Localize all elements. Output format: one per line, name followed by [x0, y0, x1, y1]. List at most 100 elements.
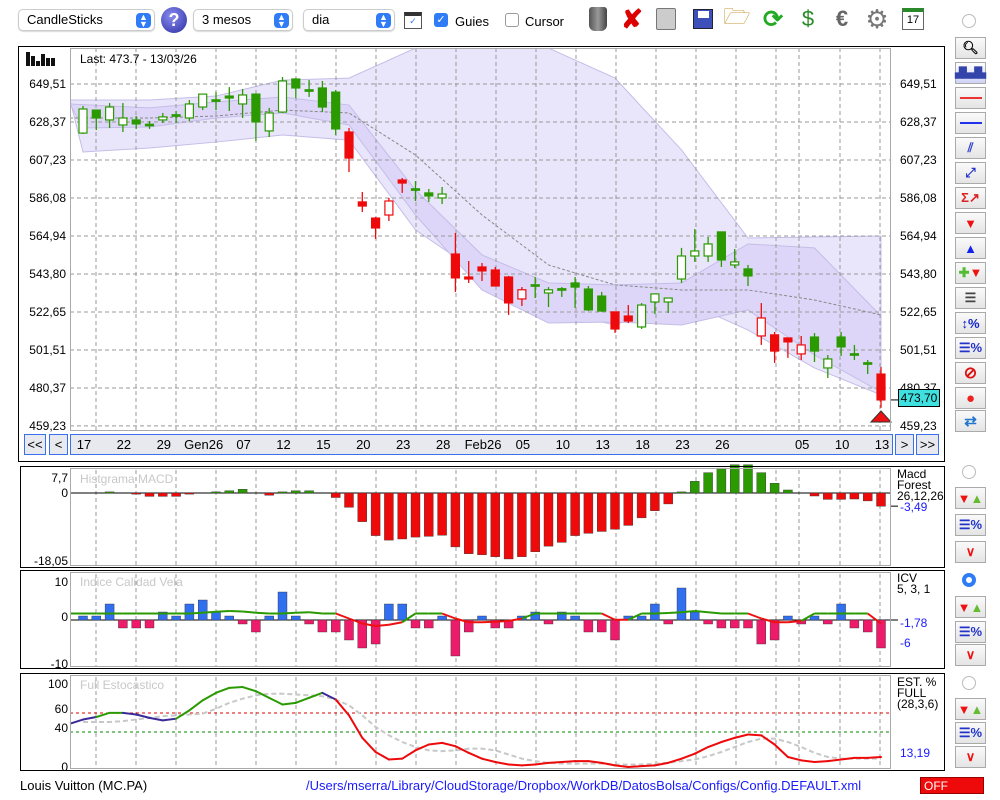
range-percent-button[interactable]: ↕% [955, 312, 986, 334]
icv-signal-segment [654, 612, 669, 615]
config-path-link[interactable]: /Users/mserra/Library/CloudStorage/Dropb… [306, 778, 862, 793]
price-plot-area[interactable] [70, 48, 891, 431]
macd-panel-radio[interactable] [962, 465, 976, 479]
lines-percent-icon: ☰% [958, 725, 983, 740]
delete-icon[interactable]: ✘ [621, 3, 643, 34]
nav-prev-button[interactable]: < [49, 434, 68, 455]
live-status-off[interactable]: OFF [920, 777, 984, 794]
chart-window-icon[interactable]: ✓ [404, 12, 422, 29]
icv-plot-area[interactable] [70, 572, 891, 667]
record-button[interactable]: ● [955, 387, 986, 409]
stoch-k-segment [680, 752, 696, 760]
icv-panel-radio[interactable] [962, 573, 976, 587]
stoch-k-segment [427, 741, 444, 746]
icv-curve-button[interactable]: ∨ [955, 644, 986, 666]
stoch-panel-radio[interactable] [962, 676, 976, 690]
sigma-trend-icon: Σ↗ [961, 190, 980, 205]
stoch-axis-60: 60 [54, 702, 68, 716]
overview-chart-button[interactable]: ▟▙▟▙ [955, 62, 986, 84]
nav-next-button[interactable]: > [895, 434, 914, 455]
channel-button[interactable]: ⫽ [955, 137, 986, 159]
icv-signal-segment [747, 612, 762, 620]
nav-last-button[interactable]: >> [916, 434, 939, 455]
macd-axis-zero: 0 [61, 486, 68, 500]
candle-body [809, 336, 820, 352]
icv-bar [357, 619, 367, 649]
stoch-k-segment [215, 686, 231, 694]
trash-icon[interactable] [585, 6, 611, 32]
macd-lines-percent-button[interactable]: ☰% [955, 514, 986, 536]
stoch-name2: FULL [897, 686, 927, 700]
trendline-button[interactable]: ⤢ [955, 162, 986, 184]
icv-bar [317, 619, 328, 633]
save-icon[interactable] [690, 6, 716, 32]
interval-select[interactable]: dia ▲ ▼ [303, 9, 395, 31]
macd-plot-area[interactable] [70, 468, 891, 566]
bar-chart-icon[interactable] [26, 52, 55, 66]
period-value: 3 mesos [202, 12, 252, 27]
candle-body [663, 297, 673, 303]
candle-body [703, 243, 713, 257]
candle-body [238, 94, 248, 105]
icv-arrows-button[interactable]: ▼▲ [955, 596, 986, 618]
help-icon[interactable]: ? [161, 7, 187, 33]
stoch-curve-button[interactable]: ∨ [955, 746, 986, 768]
date-axis-scroller[interactable]: 17 22 29 Gen26 07 12 15 20 23 28 Feb26 05 10 13 18 23 26… [70, 434, 893, 455]
stoch-k-segment [268, 696, 284, 706]
sell-arrow-button[interactable]: ▼ [955, 212, 986, 234]
stoch-k-segment [773, 743, 789, 759]
sync-button[interactable]: ⇄ [955, 410, 986, 432]
icv-bar [756, 619, 766, 645]
chart-type-value: CandleSticks [27, 12, 103, 27]
icv-bar [304, 619, 314, 625]
red-line-button[interactable] [955, 87, 986, 109]
icv-bar [636, 615, 647, 621]
candle-body [783, 337, 793, 343]
icv-signal-segment [787, 620, 802, 624]
candle-body [131, 119, 141, 125]
mini-chart-icon: ▟▙▟▙ [955, 67, 986, 79]
currency-icon[interactable]: € [835, 6, 849, 31]
stochastic-watermark: Full Estocastico [80, 678, 165, 692]
stoch-k-segment [361, 736, 377, 754]
grid-lines-button[interactable]: ☰ [955, 287, 986, 309]
macd-bar [636, 492, 647, 519]
refresh-icon[interactable]: ⟳ [762, 5, 784, 33]
cursor-checkbox[interactable] [505, 13, 519, 27]
stoch-k-segment [507, 763, 523, 767]
guides-checkbox[interactable]: ✓ [434, 13, 448, 27]
price-axis-label-r: 543,80 [900, 266, 937, 281]
icv-params: 5, 3, 1 [897, 582, 931, 596]
stoch-lines-percent-button[interactable]: ☰% [955, 722, 986, 744]
icv-bar [184, 603, 195, 621]
buy-arrow-button[interactable]: ▲ [955, 237, 986, 259]
stochastic-plot-area[interactable] [70, 675, 891, 769]
chart-type-select[interactable]: CandleSticks ▲ ▼ [18, 9, 155, 31]
open-folder-icon[interactable]: 🗁 [723, 4, 751, 29]
add-order-button[interactable]: ✚▼ [955, 262, 986, 284]
stoch-arrows-button[interactable]: ▼▲ [955, 698, 986, 720]
lines-percent-button[interactable]: ☰% [955, 337, 986, 359]
settings-gear-icon[interactable]: ⚙ [865, 3, 889, 34]
main-panel-radio[interactable] [962, 14, 976, 28]
zoom-tool-button[interactable]: 🔍︎ [955, 37, 986, 59]
stoch-k-segment [693, 746, 710, 755]
stoch-axis-0: 0 [61, 760, 68, 774]
lines-percent-icon: ☰% [958, 624, 983, 639]
nav-first-button[interactable]: << [24, 434, 46, 455]
print-preview-icon[interactable] [653, 6, 679, 32]
period-select[interactable]: 3 mesos ▲ ▼ [193, 9, 293, 31]
macd-bar [543, 492, 554, 547]
macd-bar [490, 492, 500, 557]
macd-arrows-button[interactable]: ▼▲ [955, 487, 986, 509]
icv-name: ICV [897, 571, 918, 585]
blue-line-button[interactable] [955, 112, 986, 134]
update-data-icon[interactable]: $ [801, 6, 815, 31]
cancel-button[interactable]: ⊘ [955, 362, 986, 384]
icv-lines-percent-button[interactable]: ☰% [955, 621, 986, 643]
macd-curve-button[interactable]: ∨ [955, 541, 986, 563]
calendar-icon[interactable]: 17 [900, 6, 926, 32]
sigma-trend-button[interactable]: Σ↗ [955, 187, 986, 209]
stoch-k-segment [467, 751, 483, 760]
